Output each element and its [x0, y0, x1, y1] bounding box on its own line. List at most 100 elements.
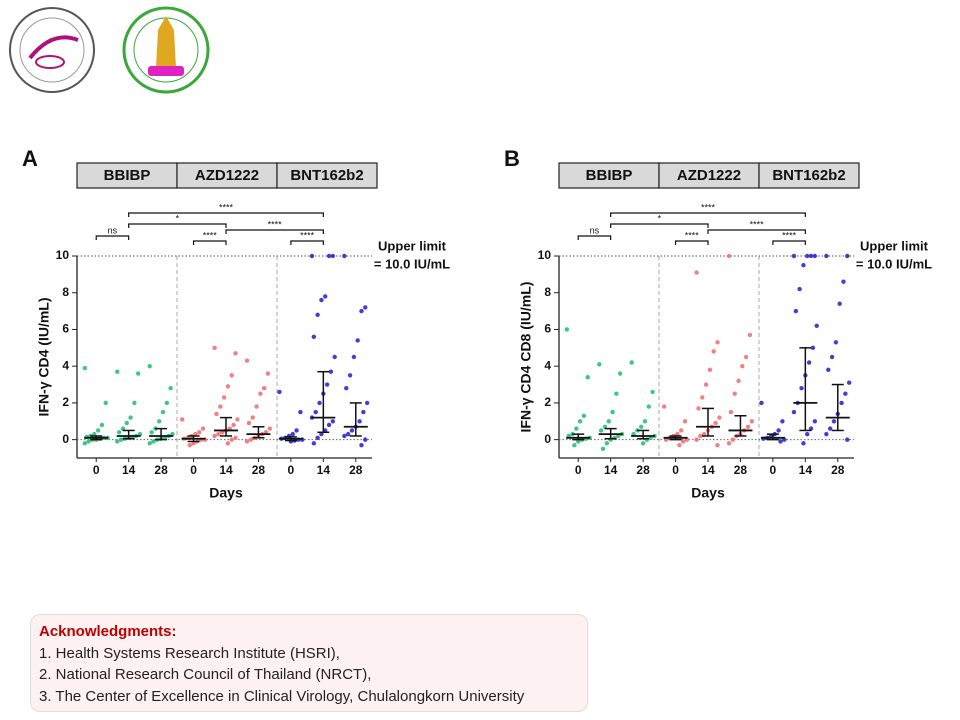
data-point: [103, 400, 108, 406]
data-point: [212, 345, 217, 351]
data-point: [740, 363, 745, 369]
data-point: [267, 426, 273, 431]
data-point: [118, 437, 124, 442]
data-point: [355, 338, 360, 343]
data-point: [791, 253, 797, 259]
x-tick-label: 0: [770, 463, 777, 477]
data-point: [330, 253, 336, 259]
data-point: [229, 373, 234, 378]
group-header-label: BBIBP: [586, 167, 633, 184]
data-point: [298, 409, 303, 415]
data-point: [700, 395, 705, 400]
group-header: [758, 162, 860, 189]
data-point: [810, 345, 816, 351]
y-axis-label: IFN-γ CD4 CD8 (IU/mL): [518, 282, 534, 433]
y-axis-label: IFN-γ CD4 (IU/mL): [36, 298, 52, 417]
acknowledgments: Acknowledgments: 1. Health Systems Resea…: [30, 614, 588, 712]
data-point: [294, 428, 299, 433]
data-point: [330, 419, 336, 424]
data-point: [749, 419, 755, 424]
x-tick-label: 0: [190, 463, 197, 477]
data-point: [250, 415, 255, 420]
x-tick-label: 28: [154, 463, 168, 477]
data-point: [805, 253, 810, 259]
x-tick-label: 0: [288, 463, 295, 477]
data-point: [147, 441, 152, 446]
data-point: [778, 439, 783, 444]
data-point: [843, 391, 848, 396]
data-point: [743, 354, 749, 360]
data-point: [128, 415, 133, 420]
data-point: [831, 419, 837, 424]
data-point: [311, 334, 317, 339]
data-point: [317, 400, 322, 406]
upper-limit-label: = 10.0 IU/mL: [374, 256, 450, 271]
y-tick-label: 8: [544, 285, 551, 299]
data-point: [225, 441, 231, 446]
data-point: [841, 279, 846, 284]
x-tick-label: 0: [672, 463, 679, 477]
data-point: [258, 391, 263, 396]
data-point: [347, 373, 353, 378]
data-point: [244, 358, 250, 363]
data-point: [344, 386, 349, 391]
ack-title: Acknowledgments:: [39, 623, 177, 640]
data-point: [342, 253, 347, 259]
x-tick-label: 28: [831, 463, 845, 477]
data-point: [780, 419, 785, 424]
data-point: [168, 386, 173, 391]
data-point: [726, 441, 732, 446]
data-point: [585, 375, 590, 380]
y-tick-label: 10: [56, 248, 70, 262]
data-point: [221, 395, 227, 400]
data-point: [642, 419, 648, 424]
data-point: [824, 431, 829, 437]
comparison-bracket: [707, 229, 806, 234]
data-point: [572, 442, 577, 448]
data-point: [736, 378, 741, 384]
group-header: [176, 162, 278, 189]
data-point: [814, 323, 819, 328]
x-tick-label: 0: [575, 463, 582, 477]
data-point: [791, 409, 797, 415]
data-point: [839, 400, 844, 406]
data-point: [135, 371, 141, 376]
data-point: [229, 437, 234, 442]
data-point: [801, 441, 806, 446]
data-point: [833, 340, 839, 345]
ack-item: 3. The Center of Excellence in Clinical …: [39, 687, 525, 705]
data-point: [776, 428, 781, 433]
data-point: [315, 312, 320, 317]
data-point: [149, 430, 154, 435]
data-point: [614, 391, 619, 396]
group-header-label: AZD1222: [195, 167, 259, 184]
data-point: [577, 419, 583, 424]
data-point: [711, 349, 716, 354]
y-tick-label: 2: [544, 395, 551, 409]
data-point: [682, 419, 688, 424]
data-point: [349, 428, 355, 433]
data-point: [332, 354, 337, 360]
data-point: [610, 409, 615, 415]
data-point: [357, 419, 362, 424]
comparison-label: ****: [782, 230, 797, 240]
ack-item: 2. National Research Council of Thailand…: [39, 666, 372, 683]
data-point: [715, 340, 720, 345]
data-point: [290, 431, 295, 437]
group-header: [76, 162, 178, 189]
panel-label: B: [504, 146, 520, 171]
comparison-label: ****: [300, 230, 315, 240]
data-point: [679, 428, 684, 433]
x-tick-label: 28: [734, 463, 748, 477]
x-tick-label: 14: [701, 463, 715, 477]
y-tick-label: 10: [538, 248, 552, 262]
x-tick-label: 14: [799, 463, 813, 477]
data-point: [677, 442, 682, 448]
data-point: [246, 420, 252, 426]
data-point: [799, 386, 804, 391]
x-axis-label: Days: [209, 485, 243, 501]
data-point: [115, 369, 120, 374]
data-point: [793, 308, 799, 314]
data-point: [315, 435, 320, 440]
data-point: [726, 253, 732, 259]
